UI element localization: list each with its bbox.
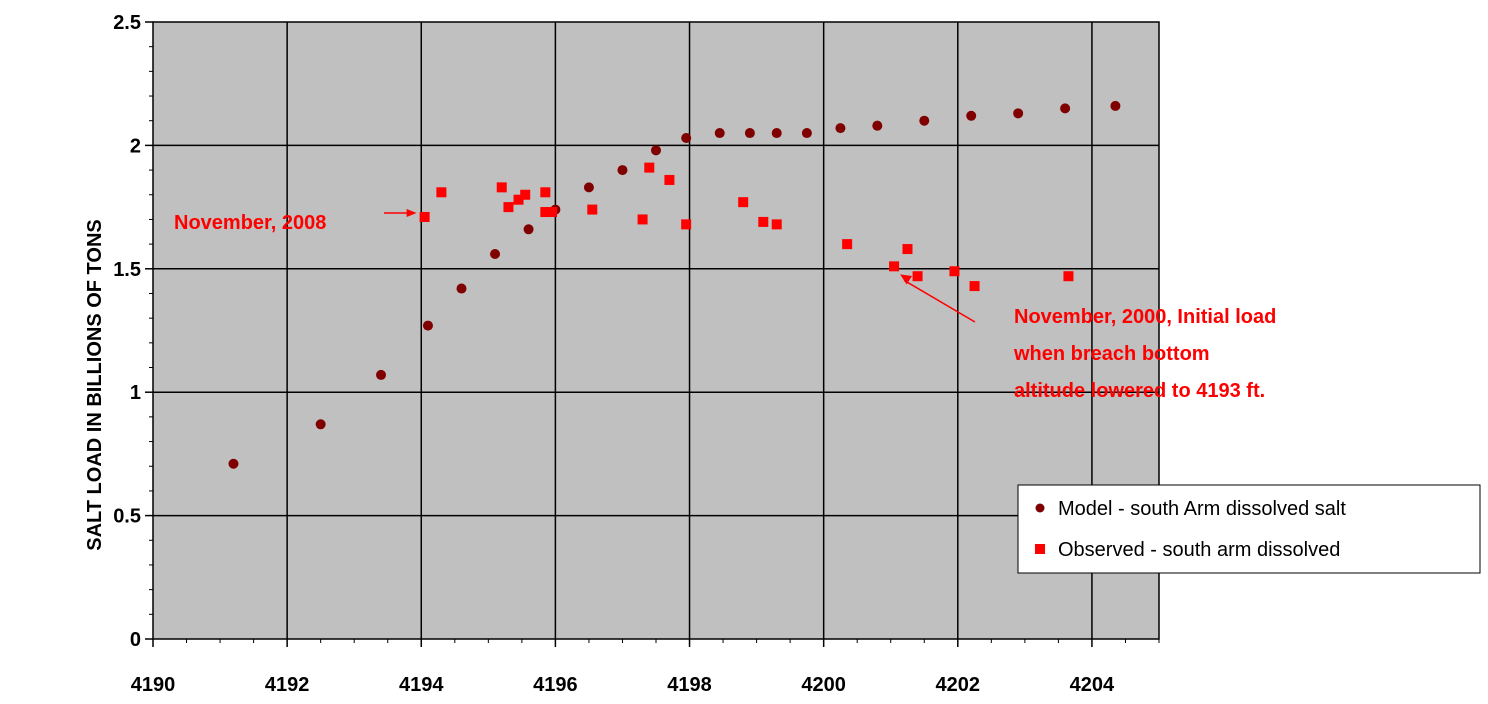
data-series bbox=[228, 100, 1121, 469]
observed-point bbox=[681, 219, 692, 230]
observed-point bbox=[419, 211, 430, 222]
model-point bbox=[744, 128, 755, 139]
observed-point bbox=[513, 194, 524, 205]
y-tick-label: 2 bbox=[130, 135, 141, 157]
x-tick-label: 4198 bbox=[667, 674, 712, 696]
model-point bbox=[801, 128, 812, 139]
annotation-november-2000-line: November, 2000, Initial load bbox=[1014, 306, 1276, 328]
observed-point bbox=[902, 244, 913, 255]
model-point bbox=[714, 128, 725, 139]
observed-point bbox=[503, 202, 514, 213]
x-tick-label: 4202 bbox=[936, 674, 981, 696]
x-tick-label: 4196 bbox=[533, 674, 578, 696]
y-tick-label: 0.5 bbox=[113, 506, 141, 528]
legend-box bbox=[1017, 484, 1481, 574]
observed-point bbox=[547, 207, 558, 218]
observed-point bbox=[1063, 271, 1074, 282]
model-point bbox=[966, 110, 977, 121]
observed-point bbox=[540, 207, 551, 218]
observed-point bbox=[912, 271, 923, 282]
annotations: November, 2008 November, 2000, Initial lo… bbox=[174, 208, 1276, 402]
legend-marker-observed bbox=[1035, 544, 1045, 554]
observed-point bbox=[842, 239, 853, 250]
observed-point bbox=[520, 189, 531, 200]
model-point bbox=[651, 145, 661, 156]
y-tick-label: 2.5 bbox=[113, 12, 141, 34]
observed-point bbox=[758, 216, 769, 227]
observed-point bbox=[969, 281, 980, 292]
x-tick-label: 4190 bbox=[131, 674, 176, 696]
observed-series bbox=[419, 162, 1074, 292]
observed-point bbox=[496, 182, 507, 193]
observed-point bbox=[540, 187, 551, 198]
observed-point bbox=[436, 187, 447, 198]
legend-label-model: Model - south Arm dissolved salt bbox=[1058, 498, 1346, 520]
model-point bbox=[919, 115, 930, 126]
model-point bbox=[583, 182, 594, 193]
observed-point bbox=[889, 261, 900, 272]
annotation-arrow-2000 bbox=[903, 279, 976, 323]
legend: Model - south Arm dissolved salt Observe… bbox=[1017, 484, 1481, 574]
plot-area bbox=[152, 21, 1160, 640]
observed-point bbox=[738, 197, 749, 208]
y-tick-label: 1.5 bbox=[113, 259, 141, 281]
y-tick-label: 0 bbox=[130, 629, 141, 651]
model-point bbox=[228, 458, 239, 469]
y-axis-title: SALT LOAD IN BILLIONS OF TONS bbox=[84, 219, 106, 550]
model-point bbox=[872, 120, 883, 131]
model-point bbox=[617, 165, 628, 176]
model-point bbox=[1110, 100, 1121, 111]
model-point bbox=[681, 132, 692, 143]
x-tick-label: 4200 bbox=[801, 674, 846, 696]
annotation-november-2008: November, 2008 bbox=[174, 212, 326, 234]
model-point bbox=[835, 123, 846, 134]
observed-point bbox=[587, 204, 598, 215]
annotation-november-2000-line: altitude lowered to 4193 ft. bbox=[1014, 380, 1265, 402]
observed-point bbox=[664, 174, 675, 185]
x-tick-labels: 4190 4192 4194 4196 4198 4200 4202 4204 bbox=[131, 674, 1115, 696]
model-point bbox=[1013, 108, 1024, 119]
x-tick-label: 4192 bbox=[265, 674, 310, 696]
observed-point bbox=[644, 162, 655, 173]
observed-point bbox=[771, 219, 782, 230]
x-tick-label: 4194 bbox=[399, 674, 444, 696]
model-point bbox=[1060, 103, 1071, 114]
axes bbox=[145, 21, 1160, 647]
model-point bbox=[456, 283, 467, 294]
model-point bbox=[315, 419, 326, 430]
model-point bbox=[771, 128, 782, 139]
y-tick-label: 1 bbox=[130, 382, 141, 404]
grid-lines bbox=[153, 22, 1159, 639]
model-point bbox=[490, 248, 501, 259]
model-series bbox=[228, 100, 1121, 469]
legend-label-observed: Observed - south arm dissolved bbox=[1058, 539, 1340, 561]
observed-point bbox=[637, 214, 648, 225]
annotation-arrowhead-2008 bbox=[406, 208, 417, 217]
y-tick-labels: 0 0.5 1 1.5 2 2.5 bbox=[113, 12, 141, 651]
model-point bbox=[523, 224, 534, 235]
annotation-arrowhead-2000 bbox=[900, 274, 913, 285]
model-point bbox=[422, 320, 433, 331]
annotation-november-2000-line: when breach bottom bbox=[1013, 343, 1210, 365]
model-point bbox=[376, 369, 387, 380]
x-tick-label: 4204 bbox=[1070, 674, 1115, 696]
legend-marker-model bbox=[1035, 503, 1045, 513]
observed-point bbox=[949, 266, 960, 277]
